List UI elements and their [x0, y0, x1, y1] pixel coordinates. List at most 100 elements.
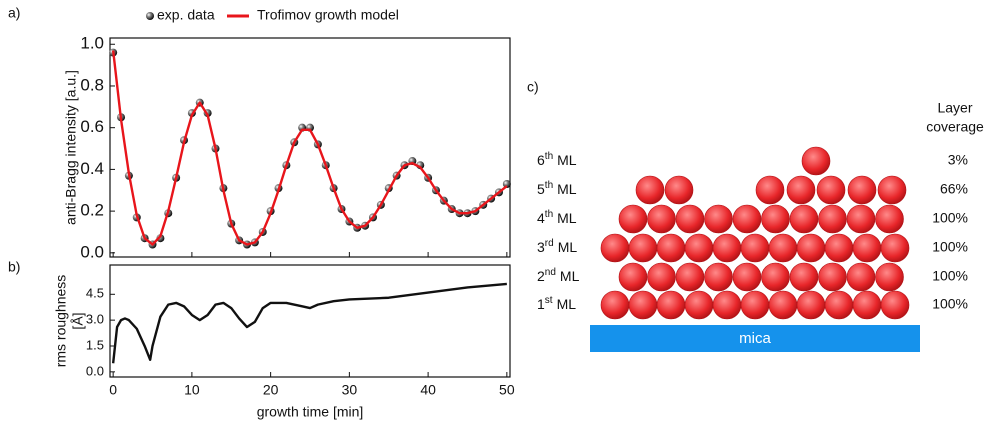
panel-label: a) — [8, 5, 20, 21]
plot-frame — [109, 264, 511, 378]
layer-number: 1 — [537, 296, 545, 312]
molecule — [664, 175, 694, 205]
x-tick-label: 10 — [184, 382, 200, 398]
molecule — [824, 290, 854, 320]
y-axis-label: [Å] — [70, 312, 86, 329]
panel-label: c) — [527, 79, 539, 95]
molecule — [656, 290, 686, 320]
coverage-header: coverage — [926, 119, 984, 135]
molecule — [600, 233, 630, 263]
molecule — [846, 204, 876, 234]
legend-label: Trofimov growth model — [257, 7, 399, 23]
molecule — [740, 290, 770, 320]
molecule — [789, 262, 819, 292]
molecule — [768, 290, 798, 320]
coverage-value: 3% — [948, 152, 968, 168]
layer-label: 3rd ML — [537, 238, 577, 255]
y-tick-label: 0.2 — [80, 201, 104, 220]
data-point — [502, 180, 511, 188]
data-line — [111, 282, 507, 364]
layer-label: 2nd ML — [537, 267, 580, 284]
layer-unit: ML — [557, 210, 577, 226]
molecule — [732, 262, 762, 292]
molecule — [712, 290, 742, 320]
molecule — [824, 233, 854, 263]
x-tick-label: 20 — [263, 382, 279, 398]
y-axis-label: anti-Bragg intensity [a.u.] — [63, 70, 79, 225]
y-tick-label: 3.0 — [86, 312, 104, 327]
layer-label: 6th ML — [537, 151, 577, 168]
layer-unit: ML — [557, 181, 577, 197]
data-line — [111, 50, 508, 246]
layer-unit: ML — [557, 296, 577, 312]
molecule — [875, 204, 904, 234]
molecule — [675, 204, 705, 234]
x-tick-label: 30 — [342, 382, 358, 398]
layer-number: 4 — [537, 210, 545, 226]
x-tick-label: 40 — [420, 382, 436, 398]
molecule — [628, 233, 658, 263]
layer-number: 5 — [537, 181, 545, 197]
y-tick-label: 1.5 — [86, 337, 104, 352]
molecule — [740, 233, 770, 263]
legend-label: exp. data — [157, 7, 215, 23]
coverage-value: 100% — [932, 239, 968, 255]
layer-label: 4th ML — [537, 209, 577, 226]
x-tick-label: 50 — [499, 382, 515, 398]
coverage-header: Layer — [937, 100, 972, 116]
molecule — [761, 262, 790, 292]
molecule — [852, 290, 882, 320]
panel-label: b) — [8, 259, 20, 275]
x-tick-label: 0 — [109, 382, 117, 398]
molecule — [600, 290, 630, 320]
layer-ordinal: th — [545, 209, 553, 220]
y-tick-label: 0.6 — [80, 117, 104, 136]
layer-unit: ML — [557, 152, 577, 168]
layer-number: 3 — [537, 239, 545, 255]
layer-ordinal: nd — [545, 267, 556, 278]
layer-ordinal: th — [545, 180, 553, 191]
molecule — [647, 204, 676, 234]
molecule — [684, 233, 714, 263]
molecule — [801, 146, 831, 176]
molecule — [875, 262, 904, 292]
molecule — [789, 204, 819, 234]
molecule — [846, 262, 876, 292]
molecule — [768, 233, 798, 263]
molecule — [755, 175, 785, 205]
y-tick-label: 0.4 — [80, 159, 104, 178]
molecule — [816, 175, 846, 205]
layer-ordinal: rd — [545, 238, 554, 249]
molecule — [847, 175, 877, 205]
y-tick-label: 1.0 — [80, 34, 104, 53]
y-tick-label: 0.0 — [80, 242, 104, 261]
molecule — [732, 204, 762, 234]
molecule — [618, 262, 648, 292]
coverage-value: 100% — [932, 296, 968, 312]
layer-ordinal: st — [545, 295, 553, 306]
coverage-value: 100% — [932, 210, 968, 226]
molecule — [656, 233, 686, 263]
molecule — [880, 290, 910, 320]
layer-label: 1st ML — [537, 295, 576, 312]
plot-frame — [109, 37, 511, 258]
molecule — [704, 262, 733, 292]
molecule — [877, 175, 907, 205]
molecule — [796, 233, 826, 263]
molecule — [761, 204, 790, 234]
molecule — [786, 175, 816, 205]
y-tick-label: 0.0 — [86, 363, 104, 378]
molecule — [635, 175, 665, 205]
layer-number: 6 — [537, 152, 545, 168]
molecule — [818, 262, 847, 292]
mica-substrate — [590, 325, 920, 352]
molecule — [712, 233, 742, 263]
y-tick-label: 0.8 — [80, 75, 104, 94]
layer-unit: ML — [558, 239, 578, 255]
x-axis-label: growth time [min] — [257, 404, 364, 420]
substrate-label: mica — [739, 330, 771, 347]
coverage-value: 66% — [940, 181, 968, 197]
molecule — [628, 290, 658, 320]
molecule — [704, 204, 733, 234]
